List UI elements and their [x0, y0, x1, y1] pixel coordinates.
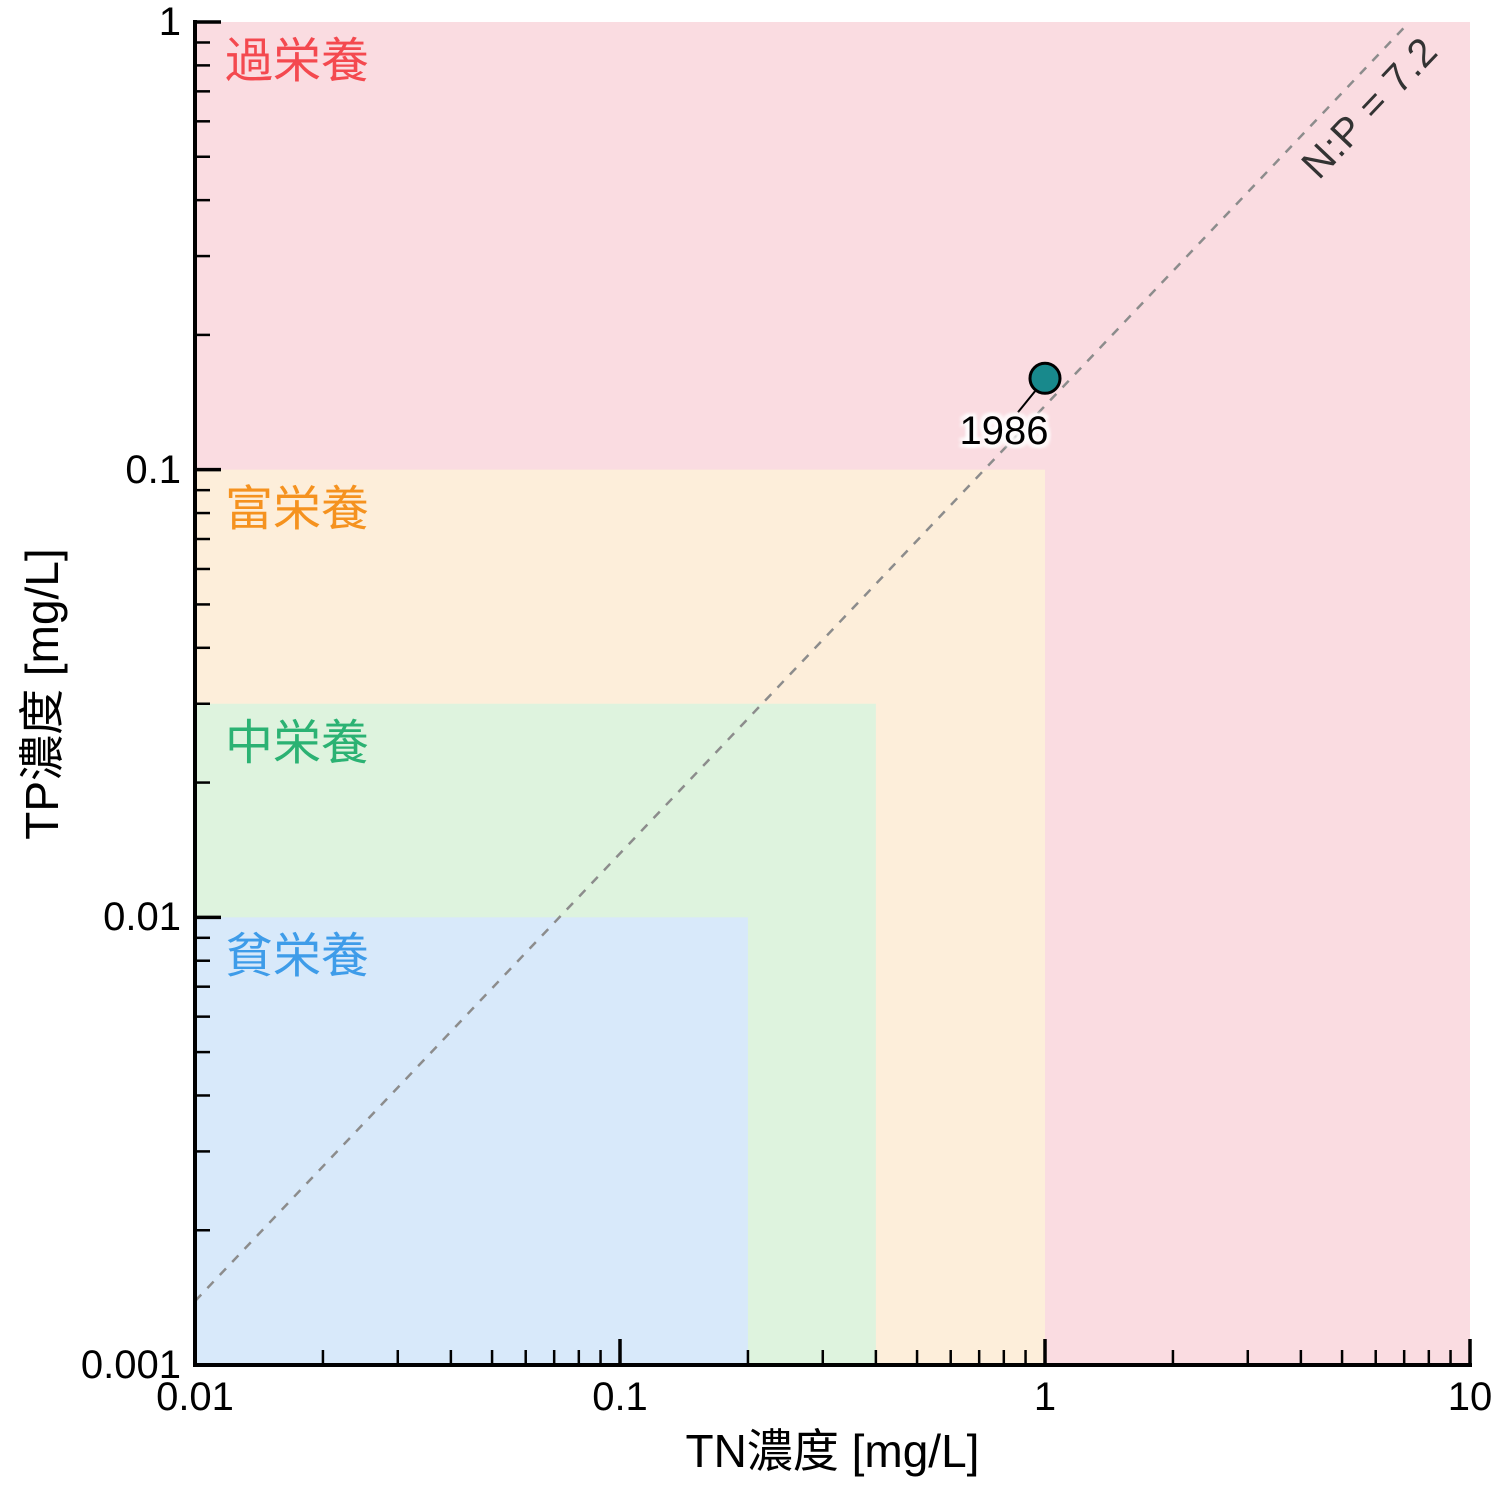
region-label-hypereutrophic: 過栄養 — [225, 35, 370, 88]
region-label-mesotrophic: 中栄養 — [225, 716, 370, 770]
y-tick-label-0.001: 0.001 — [80, 1343, 181, 1387]
region-oligotrophic — [195, 917, 748, 1365]
y-tick-label-1: 1 — [158, 0, 181, 44]
data-point-1986 — [1028, 361, 1062, 395]
y-axis-title: TP濃度 [mg/L] — [16, 547, 68, 840]
np-ratio-line — [194, 21, 1411, 1302]
region-label-oligotrophic: 貧栄養 — [225, 930, 370, 984]
x-axis-title: TN濃度 [mg/L] — [685, 1425, 980, 1477]
y-tick-label-0.1: 0.1 — [125, 447, 181, 492]
point-leader-line — [1017, 390, 1036, 413]
x-tick-label-10: 10 — [1447, 1375, 1493, 1419]
x-tick-label-0.01: 0.01 — [156, 1375, 234, 1419]
x-tick-label-0.1: 0.1 — [592, 1375, 648, 1419]
region-label-eutrophic: 富栄養 — [225, 482, 370, 536]
x-tick-label-1: 1 — [1033, 1375, 1057, 1419]
y-tick-label-0.01: 0.01 — [103, 895, 181, 940]
point-label-1986: 1986 — [959, 409, 1049, 454]
